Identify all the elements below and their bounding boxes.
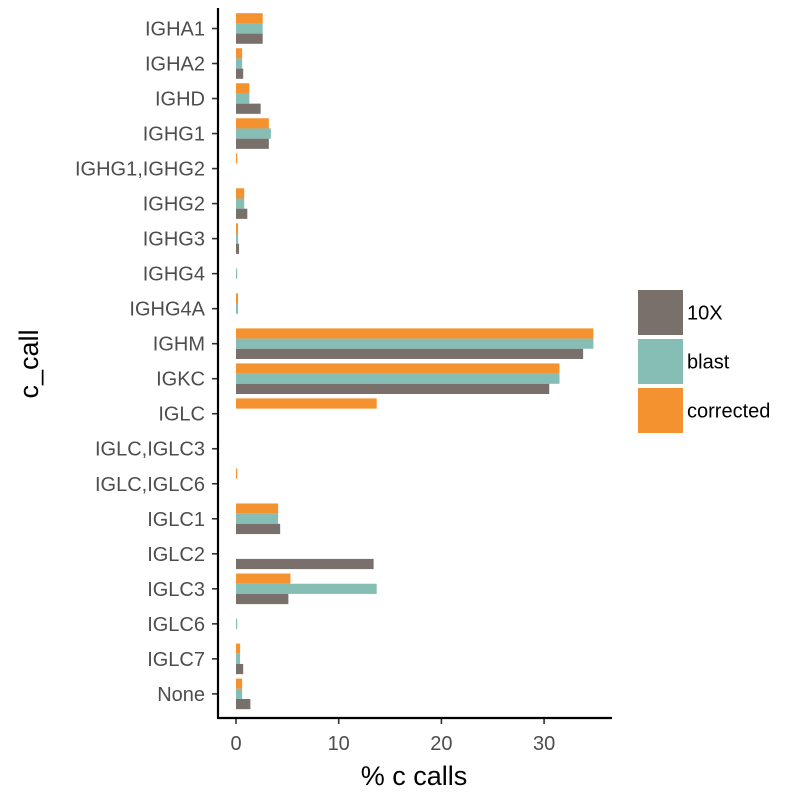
bar-blast-iglc6 [236, 618, 238, 629]
legend: 10X blast corrected [638, 290, 770, 433]
x-axis-title: % c calls [361, 761, 468, 791]
legend-label-blast: blast [687, 352, 730, 374]
bar-10x-igha2 [236, 68, 244, 79]
y-tick-label: IGHG2 [143, 194, 205, 216]
bar-corrected-igha1 [236, 13, 263, 24]
bar-10x-iglc2 [236, 558, 374, 570]
bar-10x-igkc [236, 383, 550, 394]
bar-blast-iglc1 [236, 513, 279, 524]
legend-swatch-blast [638, 339, 683, 384]
x-tick-label: 10 [328, 733, 350, 755]
bar-corrected-ighg2 [236, 188, 245, 199]
y-tick-label: IGLC1 [147, 509, 205, 531]
y-tick-label: IGLC3 [147, 579, 205, 601]
bar-corrected-iglc-iglc6 [236, 468, 238, 479]
y-tick-label: IGHD [155, 89, 205, 111]
x-tick-label: 0 [230, 733, 241, 755]
bar-blast-ighg3 [236, 233, 239, 244]
bar-corrected-iglc3 [236, 573, 291, 584]
y-tick-label: IGKC [156, 369, 205, 391]
y-axis-title: c_call [14, 329, 44, 398]
y-tick-label: IGHG1,IGHG2 [75, 159, 205, 181]
y-tick-label: IGHG4 [143, 264, 205, 286]
x-tick-label: 20 [430, 733, 452, 755]
y-tick-label: IGLC2 [147, 544, 205, 566]
legend-swatch-10x [638, 290, 683, 335]
y-axis-ticks: IGHA1 IGHA2 IGHD IGHG1 IGHG1,IGHG2 IGHG2 IGHG3… [75, 19, 218, 706]
bar-10x-ighg3 [236, 243, 240, 254]
legend-swatch-corrected [638, 388, 683, 433]
y-tick-label: IGHA1 [145, 19, 205, 41]
bar-corrected-iglc [236, 398, 377, 409]
bar-10x-none [236, 698, 251, 710]
y-tick-label: IGLC,IGLC6 [95, 474, 205, 496]
y-tick-label: IGLC,IGLC3 [95, 439, 205, 461]
bar-corrected-none [236, 678, 243, 689]
legend-label-10x: 10X [687, 303, 723, 325]
bar-corrected-ighg1-ighg2 [236, 153, 238, 164]
bar-corrected-igha2 [236, 48, 243, 59]
bar-blast-ighg1 [236, 128, 271, 139]
bar-blast-igkc [236, 373, 560, 384]
bar-blast-ighg4 [236, 268, 238, 279]
y-tick-label: IGHM [153, 334, 205, 356]
y-tick-label: None [157, 684, 205, 706]
bar-blast-ighm [236, 338, 594, 349]
bar-blast-iglc7 [236, 653, 241, 664]
bar-10x-ighg1 [236, 138, 269, 149]
bar-corrected-iglc1 [236, 503, 279, 514]
y-tick-label: IGLC [158, 404, 205, 426]
y-tick-label: IGHG1 [143, 124, 205, 146]
y-tick-label: IGLC6 [147, 614, 205, 636]
bars-layer [236, 13, 594, 710]
bar-corrected-ighg4a [236, 293, 239, 304]
x-tick-label: 30 [533, 733, 555, 755]
bar-corrected-ighm [236, 328, 594, 339]
bar-10x-iglc1 [236, 523, 281, 535]
y-tick-label: IGHG4A [129, 299, 205, 321]
bar-blast-none [236, 688, 243, 699]
y-tick-label: IGLC7 [147, 649, 205, 671]
bar-blast-ighd [236, 93, 250, 104]
bar-corrected-iglc7 [236, 643, 241, 654]
legend-label-corrected: corrected [687, 401, 770, 423]
x-axis-ticks: 0 10 20 30 [230, 718, 555, 755]
bar-blast-igha1 [236, 23, 263, 34]
bar-corrected-ighg1 [236, 118, 269, 129]
bar-corrected-igkc [236, 363, 560, 374]
bar-10x-igha1 [236, 33, 263, 44]
bar-corrected-ighd [236, 83, 250, 94]
bar-10x-iglc7 [236, 663, 244, 675]
bar-blast-ighg4a [236, 303, 239, 314]
y-tick-label: IGHG3 [143, 229, 205, 251]
bar-10x-iglc3 [236, 593, 289, 605]
bar-10x-ighm [236, 348, 584, 359]
bar-blast-ighg2 [236, 198, 245, 209]
bar-blast-iglc3 [236, 583, 377, 594]
bar-blast-igha2 [236, 58, 243, 69]
bar-10x-ighg2 [236, 208, 248, 219]
y-tick-label: IGHA2 [145, 54, 205, 76]
bar-10x-ighd [236, 103, 261, 114]
bar-corrected-ighg3 [236, 223, 239, 234]
